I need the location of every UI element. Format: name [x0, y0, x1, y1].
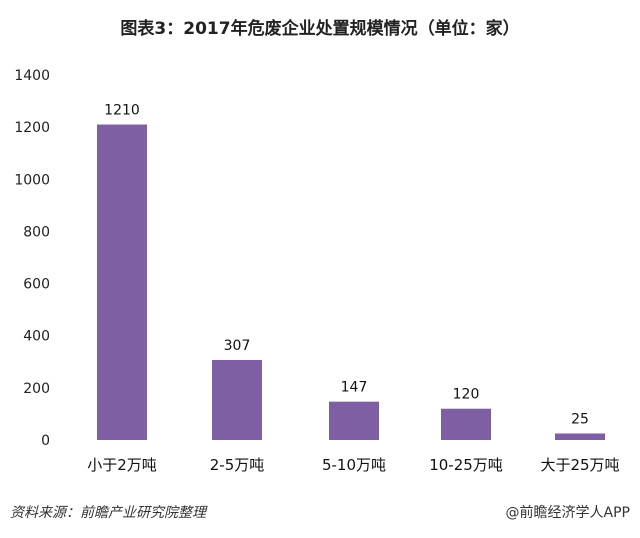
credit-note: @前瞻经济学人APP — [506, 504, 630, 521]
bar — [329, 401, 379, 440]
y-tick-label: 200 — [23, 381, 50, 397]
x-category-label: 10-25万吨 — [429, 456, 503, 474]
y-tick-label: 0 — [41, 433, 50, 449]
bar — [441, 408, 491, 440]
chart-title: 图表3：2017年危废企业处置规模情况（单位：家） — [120, 18, 519, 39]
source-note: 资料来源：前瞻产业研究院整理 — [10, 505, 208, 521]
data-label: 120 — [453, 387, 480, 403]
data-label: 147 — [341, 380, 368, 396]
y-tick-label: 1200 — [14, 120, 50, 136]
bar — [97, 124, 147, 441]
y-tick-label: 800 — [23, 224, 50, 240]
data-label: 307 — [224, 338, 251, 354]
x-category-label: 5-10万吨 — [322, 456, 386, 474]
y-tick-label: 600 — [23, 277, 50, 293]
x-category-label: 大于25万吨 — [540, 456, 619, 474]
data-label: 25 — [571, 411, 589, 427]
x-category-label: 小于2万吨 — [87, 456, 157, 474]
bar — [212, 359, 262, 440]
bar — [555, 433, 605, 440]
y-tick-label: 1400 — [14, 68, 50, 84]
data-label: 1210 — [104, 103, 140, 119]
x-category-label: 2-5万吨 — [210, 456, 265, 474]
y-tick-label: 1000 — [14, 172, 50, 188]
y-tick-label: 400 — [23, 329, 50, 345]
